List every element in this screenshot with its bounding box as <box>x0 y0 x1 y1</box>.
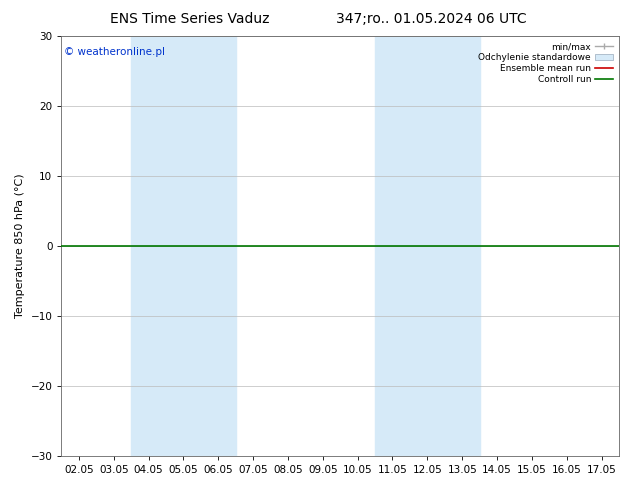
Bar <box>131 36 236 456</box>
Legend: min/max, Odchylenie standardowe, Ensemble mean run, Controll run: min/max, Odchylenie standardowe, Ensembl… <box>477 41 614 86</box>
Text: © weatheronline.pl: © weatheronline.pl <box>64 47 165 57</box>
Y-axis label: Temperature 850 hPa (°C): Temperature 850 hPa (°C) <box>15 174 25 318</box>
Text: ENS Time Series Vaduz: ENS Time Series Vaduz <box>110 12 270 26</box>
Bar <box>375 36 479 456</box>
Text: 347;ro.. 01.05.2024 06 UTC: 347;ro.. 01.05.2024 06 UTC <box>336 12 526 26</box>
